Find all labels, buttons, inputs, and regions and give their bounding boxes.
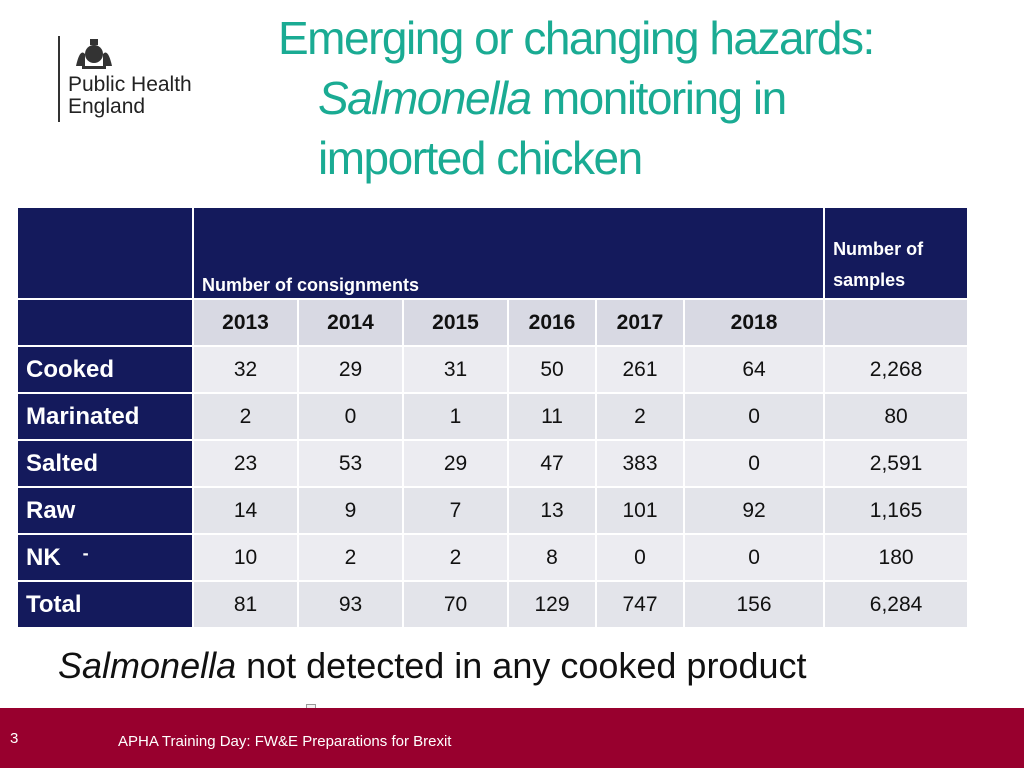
samples-cell: 6,284 bbox=[823, 580, 970, 629]
table-cell: 0 bbox=[595, 533, 685, 582]
year-header: 2018 bbox=[682, 298, 826, 347]
row-label: Marinated bbox=[16, 392, 194, 441]
header-consignments: Number of consignments bbox=[191, 206, 826, 300]
row-label-text: Salted bbox=[26, 449, 99, 477]
table-cell: 29 bbox=[297, 345, 404, 394]
table-cell: 8 bbox=[507, 533, 597, 582]
table-cell: 0 bbox=[682, 533, 826, 582]
row-label: Salted bbox=[16, 439, 194, 488]
table-row: Cooked 32 29 31 50 261 64 2,268 bbox=[16, 345, 970, 394]
table-row: Total 81 93 70 129 747 156 6,284 bbox=[16, 580, 970, 629]
title-italic-word: Salmonella bbox=[318, 72, 532, 124]
year-header: 2013 bbox=[192, 298, 299, 347]
table-cell: 11 bbox=[507, 392, 597, 441]
row-label: NK - bbox=[16, 533, 194, 582]
table-cell: 261 bbox=[595, 345, 685, 394]
row-label-text: Marinated bbox=[26, 402, 140, 430]
finding-note: Salmonella not detected in any cooked pr… bbox=[58, 645, 807, 687]
samples-cell: 1,165 bbox=[823, 486, 970, 535]
row-label: Total bbox=[16, 580, 194, 629]
row-label-text: Raw bbox=[26, 496, 76, 524]
table-cell: 64 bbox=[682, 345, 826, 394]
row-label: Cooked bbox=[16, 345, 194, 394]
table-cell: 93 bbox=[297, 580, 404, 629]
year-header: 2014 bbox=[297, 298, 404, 347]
table-cell: 70 bbox=[402, 580, 509, 629]
year-row-blank bbox=[16, 298, 194, 347]
table-row: NK -10 2 2 8 0 0 180 bbox=[16, 533, 970, 582]
table-cell: 9 bbox=[297, 486, 404, 535]
table-cell: 47 bbox=[507, 439, 597, 488]
note-italic-word: Salmonella bbox=[58, 645, 237, 686]
header-samples: Number of samples bbox=[823, 206, 970, 300]
table-cell: 0 bbox=[297, 392, 404, 441]
slide-number: 3 bbox=[10, 730, 19, 747]
samples-cell: 2,268 bbox=[823, 345, 970, 394]
table-cell: 156 bbox=[682, 580, 826, 629]
table-row: Salted 23 53 29 47 383 0 2,591 bbox=[16, 439, 970, 488]
row-label-text: NK bbox=[26, 544, 61, 571]
table-cell: 14 bbox=[192, 486, 299, 535]
table-cell: 2 bbox=[595, 392, 685, 441]
table-cell: 32 bbox=[192, 345, 299, 394]
row-label-dash: - bbox=[82, 543, 89, 563]
table-cell: 2 bbox=[192, 392, 299, 441]
footer-text: APHA Training Day: FW&E Preparations for… bbox=[118, 733, 452, 750]
table-row: Marinated 2 0 1 11 2 0 80 bbox=[16, 392, 970, 441]
slide-title: Emerging or changing hazards: Salmonella… bbox=[278, 8, 978, 188]
table-cell: 31 bbox=[402, 345, 509, 394]
table-cell: 53 bbox=[297, 439, 404, 488]
row-label-text: Total bbox=[26, 590, 82, 618]
year-header: 2015 bbox=[402, 298, 509, 347]
header-blank bbox=[16, 206, 194, 300]
title-line-3: imported chicken bbox=[318, 132, 643, 184]
table-cell: 747 bbox=[595, 580, 685, 629]
table-cell: 0 bbox=[682, 439, 826, 488]
logo-line-2: England bbox=[68, 95, 146, 118]
note-rest: not detected in any cooked product bbox=[236, 645, 807, 686]
title-line-1: Emerging or changing hazards: bbox=[278, 12, 875, 64]
table-cell: 101 bbox=[595, 486, 685, 535]
table-cell: 13 bbox=[507, 486, 597, 535]
table-cell: 10 bbox=[192, 533, 299, 582]
table-cell: 23 bbox=[192, 439, 299, 488]
royal-crest-icon bbox=[76, 39, 112, 69]
logo-divider bbox=[58, 36, 60, 122]
phe-logo: Public Health England bbox=[58, 36, 192, 122]
title-line-2: Salmonella monitoring in bbox=[278, 68, 978, 128]
samples-cell: 2,591 bbox=[823, 439, 970, 488]
footer-bar: 3 APHA Training Day: FW&E Preparations f… bbox=[0, 708, 1024, 768]
table-cell: 7 bbox=[402, 486, 509, 535]
samples-cell: 80 bbox=[823, 392, 970, 441]
table-cell: 2 bbox=[297, 533, 404, 582]
table-cell: 29 bbox=[402, 439, 509, 488]
table-cell: 81 bbox=[192, 580, 299, 629]
table-cell: 0 bbox=[682, 392, 826, 441]
year-header: 2017 bbox=[595, 298, 685, 347]
table-cell: 92 bbox=[682, 486, 826, 535]
samples-year-blank bbox=[823, 298, 970, 347]
title-line-2-rest: monitoring in bbox=[530, 72, 787, 124]
table-cell: 1 bbox=[402, 392, 509, 441]
table-cell: 2 bbox=[402, 533, 509, 582]
table-cell: 50 bbox=[507, 345, 597, 394]
table-row: Raw 14 9 7 13 101 92 1,165 bbox=[16, 486, 970, 535]
row-label-text: Cooked bbox=[26, 355, 115, 383]
table-cell: 129 bbox=[507, 580, 597, 629]
year-header: 2016 bbox=[507, 298, 597, 347]
table-cell: 383 bbox=[595, 439, 685, 488]
consignment-table: Number of consignments Number of samples… bbox=[16, 206, 970, 629]
table-body: Cooked 32 29 31 50 261 64 2,268 Marinated 2 0 1 11 2 0… bbox=[16, 345, 970, 629]
row-label: Raw bbox=[16, 486, 194, 535]
logo-line-1: Public Health bbox=[68, 73, 192, 96]
samples-cell: 180 bbox=[823, 533, 970, 582]
